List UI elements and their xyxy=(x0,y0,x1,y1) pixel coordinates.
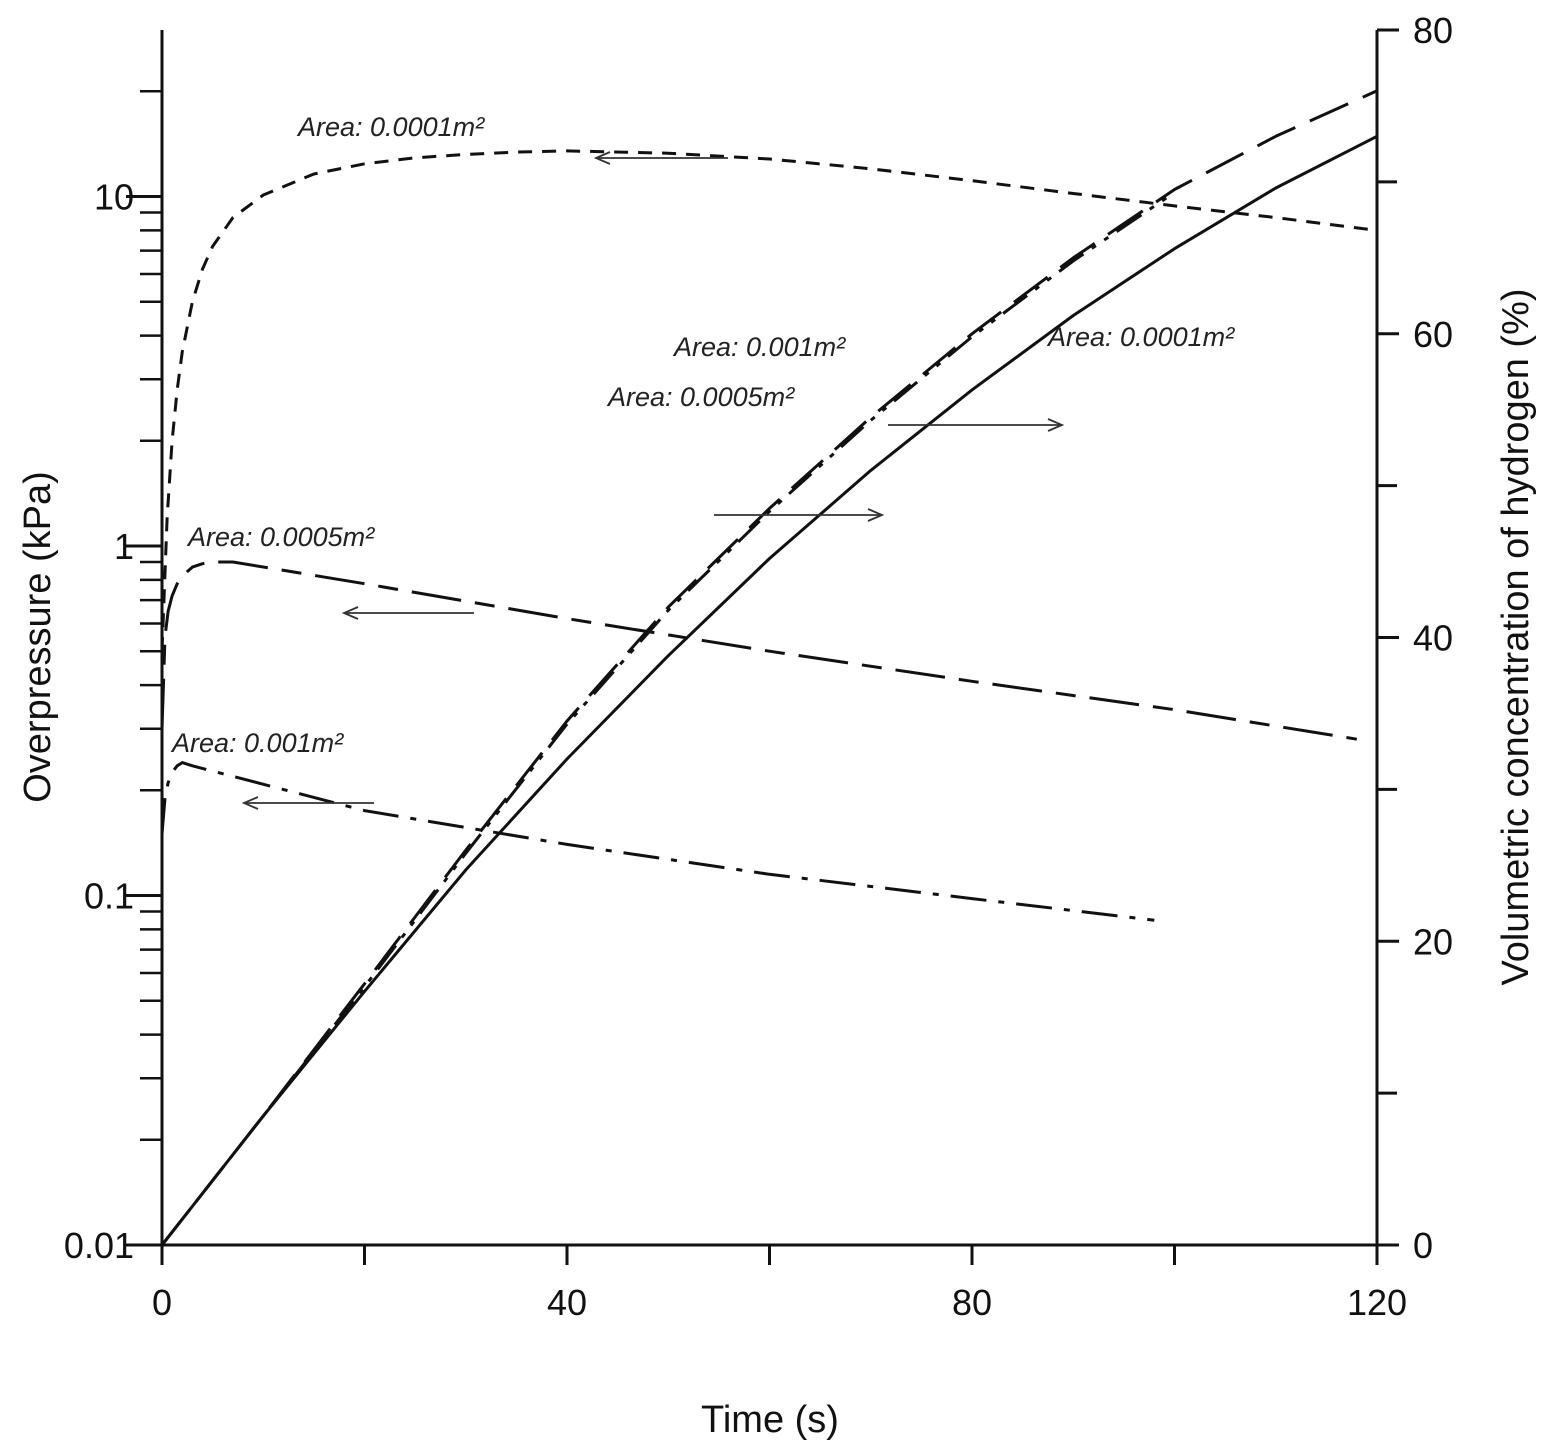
arrow-head xyxy=(867,508,885,522)
y-left-tick-label: 0.1 xyxy=(84,876,134,917)
annotation-label: Area: 0.0005m² xyxy=(186,522,375,552)
series-line-5 xyxy=(160,89,1378,1246)
arrows-group xyxy=(241,151,1065,810)
annotations-group: Area: 0.0001m² Area: 0.0005m² Area: 0.001m… xyxy=(170,112,1235,758)
y-right-tick-label: 40 xyxy=(1413,618,1453,659)
axes: 0 40 80 120 0.01 0.1 1 10 0 20 40 60 80 xyxy=(64,10,1453,1323)
x-tick-label: 40 xyxy=(547,1282,587,1323)
annotation-label: Area: 0.001m² xyxy=(170,728,344,758)
series-group xyxy=(160,89,1378,1246)
y-left-axis-title: Overpressure (kPa) xyxy=(17,471,59,803)
x-axis-title: Time (s) xyxy=(701,1399,839,1441)
annotation-label: Area: 0.001m² xyxy=(672,332,846,362)
x-tick-label: 0 xyxy=(152,1282,172,1323)
x-tick-label: 80 xyxy=(952,1282,992,1323)
x-tick-label: 120 xyxy=(1347,1282,1407,1323)
y-right-tick-label: 60 xyxy=(1413,314,1453,355)
y-left-tick-label: 0.01 xyxy=(64,1225,134,1266)
y-left-tick-label: 10 xyxy=(94,177,134,218)
arrow-head xyxy=(241,796,259,810)
y-right-tick-label: 20 xyxy=(1413,921,1453,962)
series-line-1 xyxy=(160,149,1378,652)
y-right-tick-label: 0 xyxy=(1413,1225,1433,1266)
annotation-label: Area: 0.0005m² xyxy=(606,382,795,412)
annotation-label: Area: 0.0001m² xyxy=(1046,322,1235,352)
y-right-tick-label: 80 xyxy=(1413,10,1453,51)
arrow-head xyxy=(1047,418,1065,432)
arrow-head xyxy=(341,606,359,620)
y-left-tick-label: 1 xyxy=(114,526,134,567)
y-right-axis-title: Volumetric concentration of hydrogen (%) xyxy=(1495,288,1537,985)
series-line-4 xyxy=(160,134,1378,1246)
series-line-3 xyxy=(160,761,1155,922)
series-line-2 xyxy=(160,560,1358,741)
series-line-6 xyxy=(160,191,1176,1246)
arrow-head xyxy=(593,151,611,165)
annotation-label: Area: 0.0001m² xyxy=(296,112,485,142)
